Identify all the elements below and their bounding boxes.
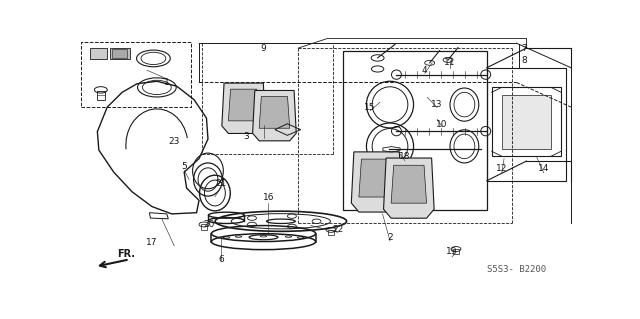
Polygon shape — [228, 89, 259, 121]
Text: 23: 23 — [168, 137, 180, 146]
Text: 8: 8 — [521, 56, 527, 65]
Bar — [112, 49, 127, 58]
Text: 7: 7 — [521, 44, 527, 53]
Polygon shape — [391, 165, 426, 203]
Polygon shape — [222, 83, 266, 133]
Text: 12: 12 — [496, 164, 508, 173]
Text: 5: 5 — [181, 161, 187, 171]
Text: 17: 17 — [146, 238, 157, 247]
Bar — [453, 249, 459, 255]
Text: 3: 3 — [243, 132, 249, 141]
Polygon shape — [259, 97, 290, 128]
Text: 4: 4 — [422, 66, 428, 75]
Polygon shape — [253, 91, 296, 141]
Text: 9: 9 — [260, 44, 266, 53]
Text: 2: 2 — [387, 233, 393, 242]
Bar — [81, 42, 191, 107]
Polygon shape — [359, 159, 394, 197]
Text: 14: 14 — [538, 164, 550, 173]
Text: 16: 16 — [263, 193, 274, 203]
Text: 19: 19 — [446, 248, 458, 256]
Text: FR.: FR. — [117, 249, 135, 259]
Bar — [110, 48, 129, 59]
Text: 13: 13 — [431, 100, 443, 109]
Text: 18: 18 — [399, 152, 411, 161]
Text: 21: 21 — [216, 179, 227, 188]
Text: 11: 11 — [444, 58, 455, 67]
Polygon shape — [90, 48, 108, 59]
Text: 6: 6 — [218, 255, 224, 264]
Bar — [201, 225, 207, 230]
Text: 20: 20 — [204, 220, 214, 229]
Polygon shape — [502, 95, 551, 149]
Text: S5S3- B2200: S5S3- B2200 — [486, 265, 546, 274]
Text: 22: 22 — [332, 225, 344, 234]
Polygon shape — [383, 158, 434, 218]
Bar — [328, 230, 334, 235]
Polygon shape — [351, 152, 402, 212]
Text: 10: 10 — [436, 120, 448, 129]
Text: 15: 15 — [364, 102, 376, 112]
Bar — [97, 91, 105, 100]
Text: 1: 1 — [164, 78, 170, 87]
